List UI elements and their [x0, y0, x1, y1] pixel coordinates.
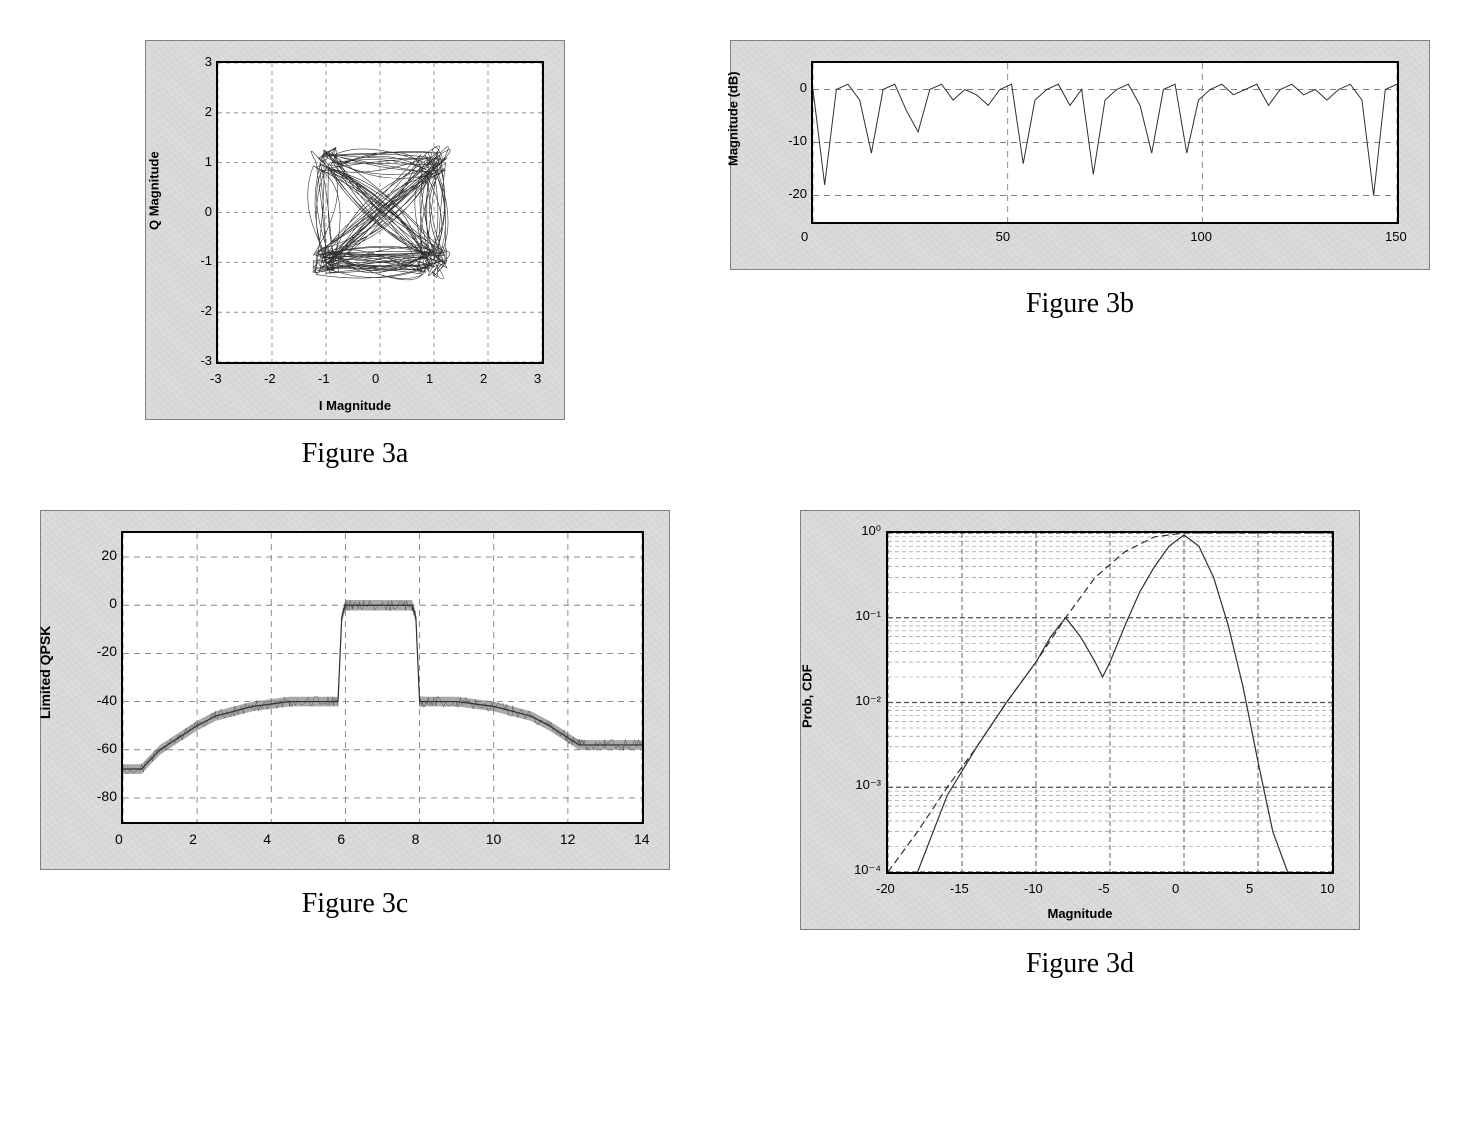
xtick-label: 14: [634, 831, 650, 847]
chart-frame-b: 050100150-20-100Magnitude (dB): [730, 40, 1430, 270]
plot-a: [216, 61, 544, 364]
xtick-label: 4: [263, 831, 271, 847]
xtick-label: 150: [1385, 229, 1407, 244]
plot-b: [811, 61, 1399, 224]
xtick-label: -3: [210, 371, 222, 386]
ytick-label: 1: [194, 154, 212, 169]
panel-fig-a: -3 -2 -1 0 1 2 3 -3 -2 -1 0 1 2 3 I Magnitude Q Magnitu…: [40, 40, 670, 470]
ytick-label: 10⁰: [847, 523, 881, 539]
plot-d: [886, 531, 1334, 874]
xtick-label: -2: [264, 371, 276, 386]
ytick-label: -80: [85, 788, 117, 804]
xtick-label: -15: [950, 881, 969, 896]
caption-a: Figure 3a: [302, 438, 409, 470]
xtick-label: 10: [486, 831, 502, 847]
chart-frame-d: -20 -15 -10 -5 0 5 10 10⁻⁴ 10⁻³ 10⁻² 10⁻¹ 10⁰ Magnit…: [800, 510, 1360, 930]
ytick-label: -60: [85, 740, 117, 756]
caption-c: Figure 3c: [302, 888, 409, 920]
ytick-label: 3: [194, 54, 212, 69]
ytick-label: -20: [85, 643, 117, 659]
ytick-label: 20: [85, 547, 117, 563]
caption-d: Figure 3d: [1026, 948, 1134, 980]
ylabel: Limited QPSK: [37, 625, 53, 718]
ytick-label: -1: [194, 253, 212, 268]
xtick-label: 8: [412, 831, 420, 847]
ylabel: Prob, CDF: [800, 665, 815, 729]
xtick-label: 6: [337, 831, 345, 847]
ytick-label: 10⁻²: [847, 693, 881, 709]
chart-frame-a: -3 -2 -1 0 1 2 3 -3 -2 -1 0 1 2 3 I Magnitude Q Magnitu…: [145, 40, 565, 420]
xtick-label: -20: [876, 881, 895, 896]
chart-frame-c: 0 2 4 6 8 10 12 14 -80 -60 -40 -20 0 20 Limited QPSK: [40, 510, 670, 870]
xlabel: Magnitude: [801, 906, 1359, 921]
ytick-label: -40: [85, 692, 117, 708]
xtick-label: -1: [318, 371, 330, 386]
ytick-label: -10: [779, 133, 807, 148]
plot-c: [121, 531, 644, 824]
xtick-label: 12: [560, 831, 576, 847]
ylabel: Magnitude (dB): [726, 72, 741, 167]
ytick-label: -3: [194, 353, 212, 368]
ytick-label: -2: [194, 303, 212, 318]
ytick-label: 10⁻⁴: [847, 862, 881, 878]
ytick-label: 10⁻³: [847, 777, 881, 793]
xtick-label: 0: [1172, 881, 1179, 896]
xtick-label: 0: [801, 229, 808, 244]
ytick-label: 2: [194, 104, 212, 119]
xtick-label: -10: [1024, 881, 1043, 896]
xlabel: I Magnitude: [146, 398, 564, 413]
ytick-label: 0: [85, 595, 117, 611]
xtick-label: 50: [996, 229, 1010, 244]
xtick-label: 0: [372, 371, 379, 386]
ytick-label: 0: [779, 80, 807, 95]
ytick-label: 10⁻¹: [847, 608, 881, 624]
xtick-label: 1: [426, 371, 433, 386]
caption-b: Figure 3b: [1026, 288, 1134, 320]
xtick-label: 0: [115, 831, 123, 847]
xtick-label: 2: [189, 831, 197, 847]
ytick-label: 0: [194, 204, 212, 219]
xtick-label: 3: [534, 371, 541, 386]
xtick-label: 2: [480, 371, 487, 386]
xtick-label: 10: [1320, 881, 1334, 896]
ytick-label: -20: [779, 186, 807, 201]
xtick-label: -5: [1098, 881, 1110, 896]
panel-fig-d: -20 -15 -10 -5 0 5 10 10⁻⁴ 10⁻³ 10⁻² 10⁻¹ 10⁰ Magnit…: [730, 510, 1430, 980]
ylabel: Q Magnitude: [147, 151, 162, 230]
panel-fig-c: 0 2 4 6 8 10 12 14 -80 -60 -40 -20 0 20 Limited QPSK F…: [40, 510, 670, 980]
xtick-label: 5: [1246, 881, 1253, 896]
xtick-label: 100: [1190, 229, 1212, 244]
panel-fig-b: 050100150-20-100Magnitude (dB) Figure 3b: [730, 40, 1430, 470]
